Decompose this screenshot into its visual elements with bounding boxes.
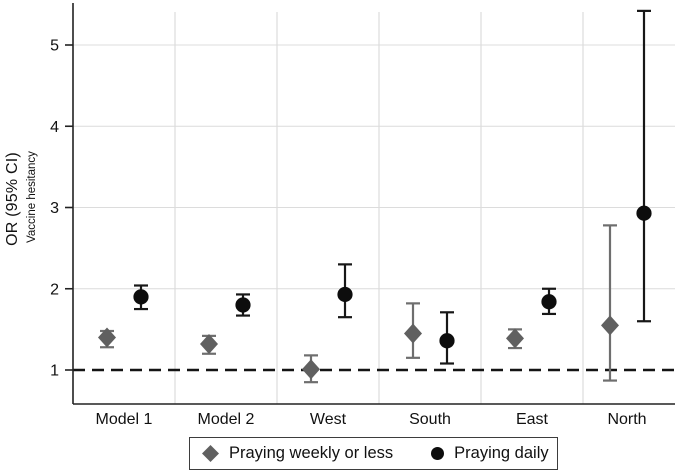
legend-diamond-icon [202,445,219,462]
y-tick-label: 4 [50,119,59,136]
y-tick-label: 3 [50,200,59,217]
legend-box: Praying weekly or less Praying daily [189,437,558,470]
point-marker-circle [133,289,149,305]
point-marker-circle [636,205,652,221]
point-marker-circle [439,333,455,349]
x-category-label: Model 1 [96,411,153,428]
point-marker-diamond [404,323,422,344]
circle-glyph [431,447,445,460]
point-marker-diamond [200,334,218,354]
legend-circle-icon [431,447,445,460]
y-tick-label: 1 [50,363,59,380]
y-axis-subtitle: Vaccine hesitancy [26,151,38,243]
y-axis-title: OR (95% CI) [4,152,21,246]
diamond-glyph [202,445,219,462]
x-category-label: West [310,411,347,428]
legend-label-praying-daily: Praying daily [454,444,549,463]
point-marker-diamond [98,327,116,348]
point-marker-diamond [302,359,320,380]
legend-label-praying-weekly: Praying weekly or less [229,444,394,463]
y-tick-label: 5 [50,38,59,55]
point-marker-circle [235,297,251,313]
point-marker-diamond [601,315,619,336]
point-marker-diamond [506,328,524,349]
x-category-label: South [409,411,451,428]
x-category-label: East [516,411,549,428]
x-category-label: Model 2 [198,411,255,428]
point-marker-circle [541,294,557,310]
point-marker-circle [337,286,353,303]
x-category-label: North [607,411,646,428]
legend-item-praying-daily: Praying daily [430,444,549,463]
y-tick-label: 2 [50,281,59,298]
legend-item-praying-weekly: Praying weekly or less [201,444,393,463]
